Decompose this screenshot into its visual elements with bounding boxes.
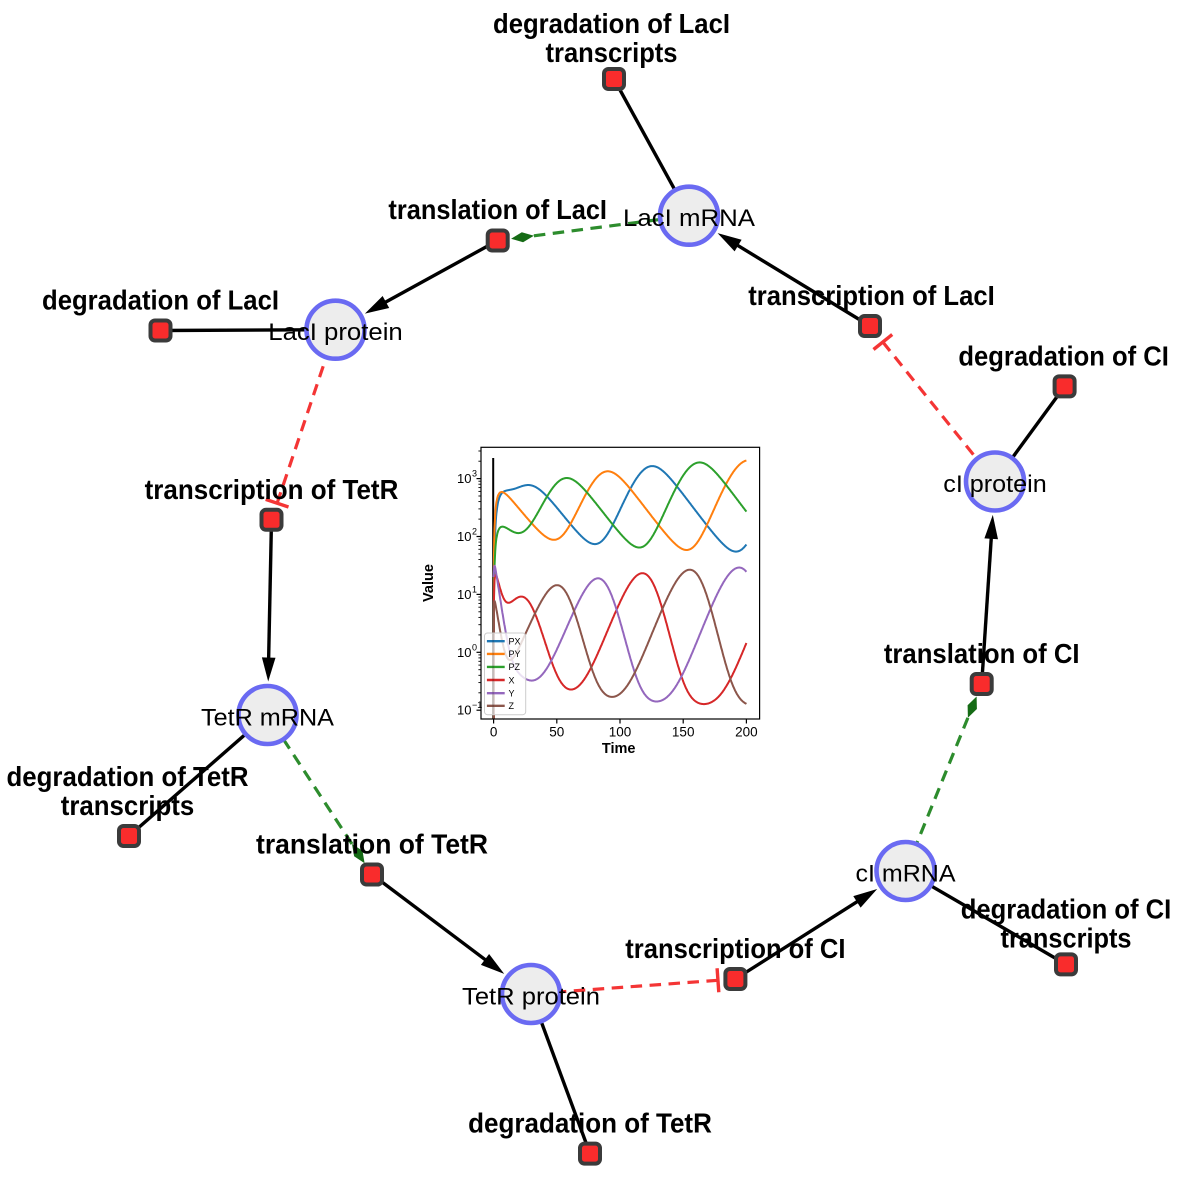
svg-text:50: 50 (549, 725, 564, 740)
svg-text:transcription of CI: transcription of CI (625, 933, 845, 964)
svg-text:degradation of LacI: degradation of LacI (493, 8, 730, 39)
svg-text:100: 100 (609, 725, 632, 740)
svg-text:translation of CI: translation of CI (884, 638, 1080, 669)
svg-text:transcripts: transcripts (1001, 922, 1132, 953)
svg-text:transcripts: transcripts (61, 790, 195, 821)
svg-text:Value: Value (421, 564, 437, 602)
svg-text:Time: Time (602, 741, 636, 757)
svg-text:PY: PY (509, 649, 521, 659)
svg-text:10: 10 (457, 529, 471, 544)
svg-text:10: 10 (457, 587, 471, 602)
svg-text:LacI protein: LacI protein (268, 319, 403, 346)
svg-text:10: 10 (457, 703, 471, 718)
svg-text:TetR mRNA: TetR mRNA (201, 704, 335, 731)
svg-text:degradation of CI: degradation of CI (961, 893, 1172, 924)
svg-text:cI mRNA: cI mRNA (856, 860, 957, 887)
svg-text:10: 10 (457, 645, 471, 660)
svg-text:2: 2 (472, 527, 477, 537)
svg-text:−1: −1 (472, 700, 482, 710)
svg-text:10: 10 (457, 471, 471, 486)
svg-text:Y: Y (509, 689, 515, 699)
svg-text:transcription of LacI: transcription of LacI (748, 280, 995, 311)
svg-text:degradation of TetR: degradation of TetR (7, 761, 249, 792)
svg-text:1: 1 (472, 584, 477, 594)
svg-text:0: 0 (490, 725, 498, 740)
svg-text:LacI mRNA: LacI mRNA (623, 205, 756, 232)
svg-text:translation of TetR: translation of TetR (256, 829, 488, 860)
svg-text:transcription of TetR: transcription of TetR (145, 474, 399, 505)
svg-text:degradation of TetR: degradation of TetR (468, 1108, 712, 1139)
svg-text:150: 150 (672, 725, 695, 740)
svg-text:X: X (509, 675, 515, 685)
svg-text:0: 0 (472, 642, 477, 652)
svg-text:cI protein: cI protein (943, 471, 1047, 498)
svg-text:degradation of CI: degradation of CI (958, 340, 1169, 371)
svg-text:TetR protein: TetR protein (462, 983, 600, 1010)
svg-text:PZ: PZ (509, 662, 521, 672)
svg-text:degradation of LacI: degradation of LacI (42, 285, 279, 316)
svg-text:transcripts: transcripts (546, 37, 678, 68)
svg-text:200: 200 (735, 725, 758, 740)
svg-text:PX: PX (509, 637, 521, 647)
svg-text:Z: Z (509, 701, 515, 711)
svg-text:3: 3 (472, 469, 477, 479)
svg-text:translation of LacI: translation of LacI (388, 194, 607, 225)
